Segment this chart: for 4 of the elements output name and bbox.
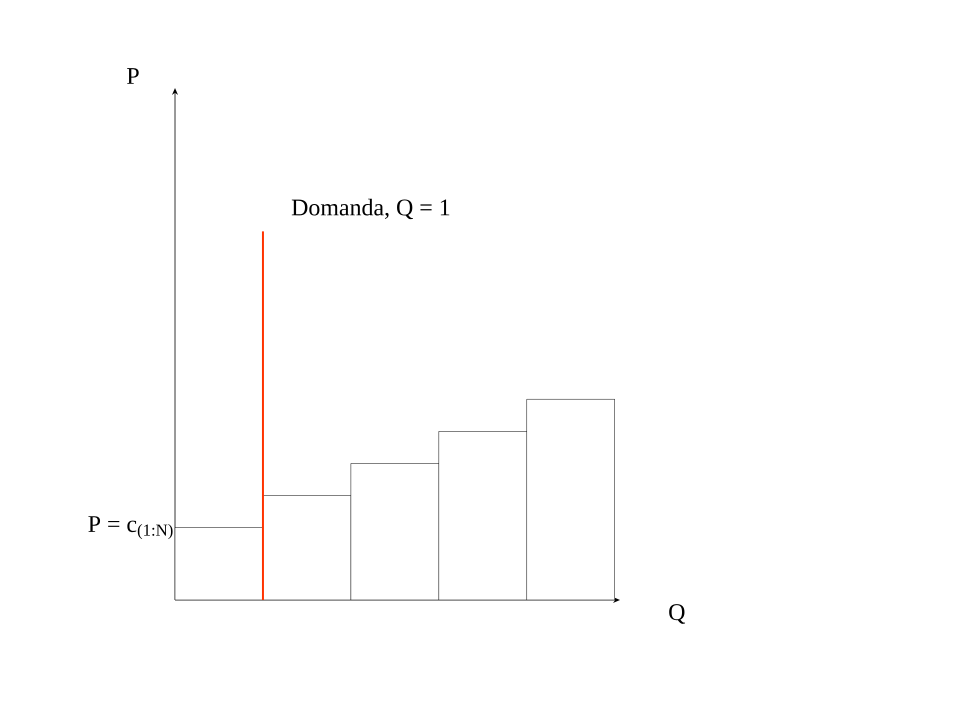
text: P = c$_{(1:N)}$ xyxy=(88,516,173,540)
text: Domanda, Q = 1 xyxy=(292,198,450,220)
x-axis-title: Q xyxy=(669,604,686,624)
text: P xyxy=(127,68,139,84)
